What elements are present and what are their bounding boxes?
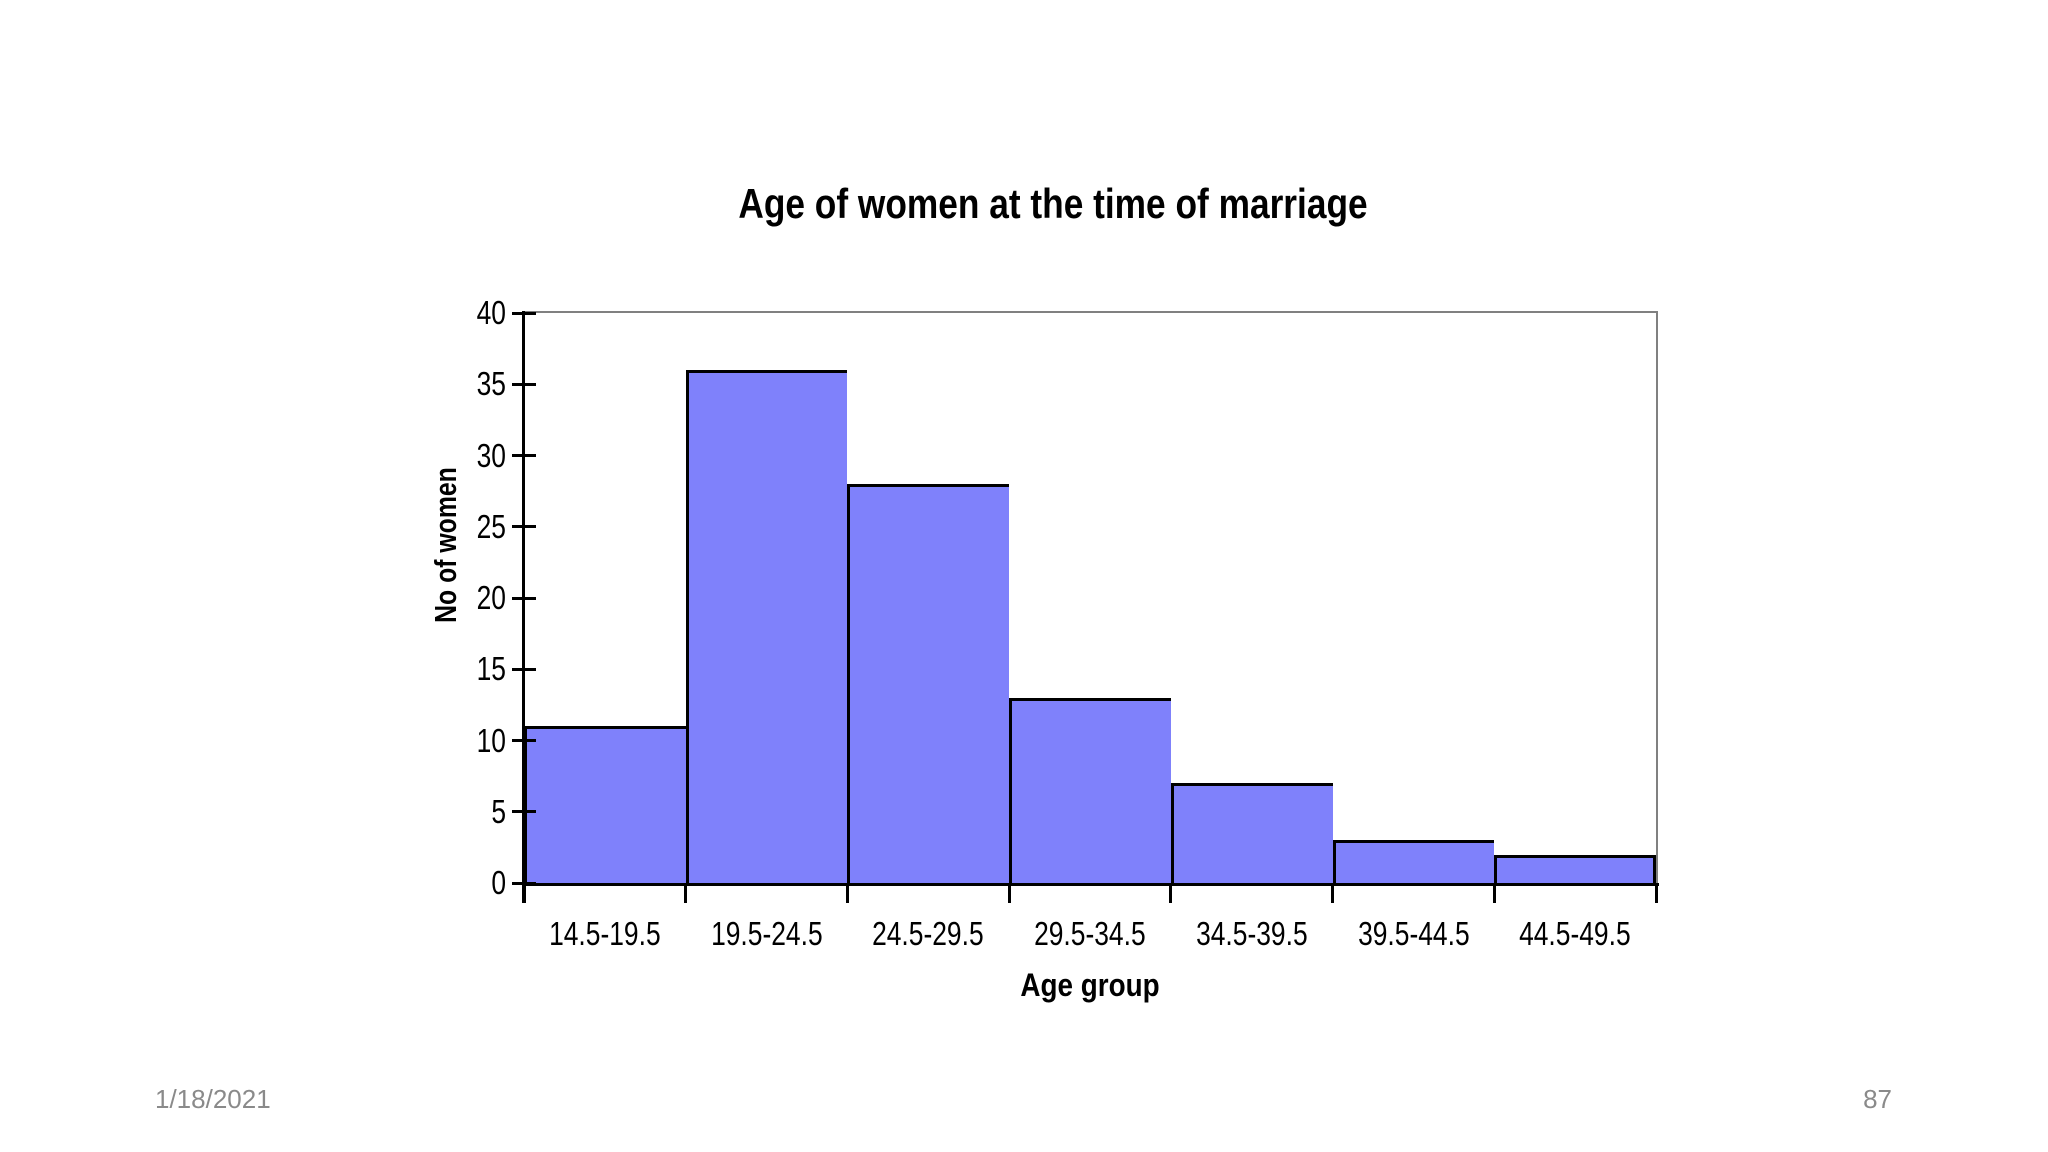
- histogram-bar-14.5-19.5: [524, 726, 686, 883]
- x-axis-tick: [1492, 883, 1496, 903]
- x-tick-label: 14.5-19.5: [549, 915, 661, 952]
- histogram-bar-29.5-34.5: [1009, 697, 1171, 883]
- x-axis-tick: [1007, 883, 1011, 903]
- y-tick-label: 35: [476, 365, 506, 403]
- plot-top-border: [524, 311, 1658, 313]
- y-tick-label: 15: [476, 650, 506, 688]
- y-axis-title: No of women: [428, 467, 463, 623]
- x-tick-label: 39.5-44.5: [1357, 915, 1470, 952]
- x-axis-tick: [1331, 883, 1335, 903]
- x-tick-label: 34.5-39.5: [1195, 915, 1308, 952]
- x-axis-tick: [684, 883, 688, 903]
- x-tick-label: 19.5-24.5: [710, 915, 823, 952]
- x-axis-title: Age group: [1020, 967, 1160, 1003]
- y-tick-label: 20: [476, 579, 506, 616]
- y-tick-label: 30: [476, 436, 506, 474]
- y-tick-label: 40: [476, 294, 506, 331]
- y-tick-label: 0: [491, 864, 506, 901]
- y-tick-label: 10: [476, 721, 506, 759]
- histogram-bar-39.5-44.5: [1332, 840, 1495, 883]
- y-tick-label: 25: [476, 507, 506, 545]
- x-axis-tick: [1169, 883, 1173, 903]
- footer-date: 1/18/2021: [155, 1084, 271, 1114]
- slide-number: 87: [1863, 1084, 1892, 1114]
- histogram-bar-44.5-49.5: [1494, 854, 1656, 883]
- x-axis-tick: [1654, 883, 1658, 903]
- histogram-bar-19.5-24.5: [685, 370, 848, 883]
- x-axis-tick: [845, 883, 849, 903]
- plot-right-border: [1656, 311, 1658, 885]
- chart-title: Age of women at the time of marriage: [738, 180, 1368, 227]
- y-tick-label: 5: [491, 792, 506, 830]
- x-tick-label: 44.5-49.5: [1519, 915, 1631, 952]
- x-tick-label: 29.5-34.5: [1034, 915, 1146, 952]
- histogram-bar-24.5-29.5: [847, 484, 1010, 883]
- y-axis-line: [522, 311, 525, 903]
- histogram-bar-34.5-39.5: [1170, 783, 1333, 883]
- x-axis-line: [522, 883, 1659, 886]
- x-tick-label: 24.5-29.5: [872, 915, 985, 952]
